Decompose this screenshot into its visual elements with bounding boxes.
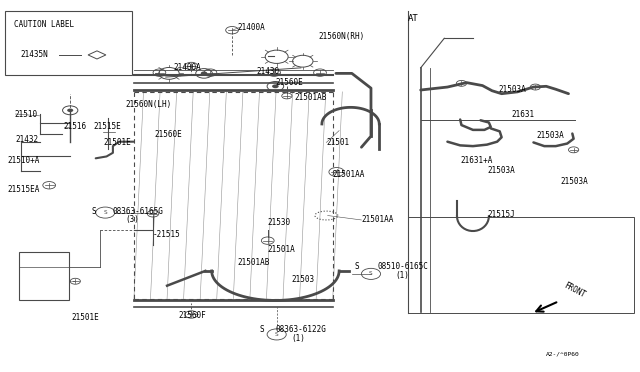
Text: 21631: 21631 [511,109,534,119]
Text: 21501AB: 21501AB [237,258,269,267]
Text: 21503A: 21503A [561,177,589,186]
Polygon shape [88,51,106,59]
Text: 21530: 21530 [268,218,291,227]
Text: 21560E: 21560E [275,78,303,87]
Text: 21501E: 21501E [72,312,99,321]
Text: 21503A: 21503A [537,131,564,140]
Text: 21400A: 21400A [173,63,201,72]
Text: S: S [91,206,96,216]
Bar [19,253,69,301]
Text: 21503: 21503 [291,275,314,283]
Text: 08510-6165C: 08510-6165C [378,262,428,271]
Text: S: S [104,210,107,215]
Circle shape [201,71,207,75]
Text: 21400A: 21400A [237,23,265,32]
Text: (3): (3) [125,215,140,224]
Text: 21510+A: 21510+A [8,156,40,166]
Text: 21501E: 21501E [103,138,131,147]
Text: 21516: 21516 [64,122,87,131]
Text: 08363-6122G: 08363-6122G [275,325,326,334]
Text: FRONT: FRONT [562,280,587,299]
Circle shape [272,84,278,88]
Text: S: S [369,272,373,276]
Text: S: S [259,325,264,334]
Text: 21560F: 21560F [179,311,206,320]
Text: -21515: -21515 [153,230,180,239]
Text: 21631+A: 21631+A [460,156,493,166]
Text: 21430: 21430 [256,67,280,76]
Text: AT: AT [408,14,419,23]
Text: 21435N: 21435N [20,51,48,60]
Text: S: S [275,332,278,337]
Text: A2-/^0P60: A2-/^0P60 [546,352,580,357]
Text: 21501A: 21501A [268,245,296,254]
Text: 21515EA: 21515EA [8,185,40,194]
Text: 21501: 21501 [326,138,349,147]
Text: 21510: 21510 [14,109,37,119]
Text: (1): (1) [291,334,305,343]
Text: 21560N(LH): 21560N(LH) [125,100,172,109]
Text: 21432: 21432 [15,135,38,144]
Text: (1): (1) [395,271,409,280]
Bar [134,92,333,299]
Text: 08363-6165G: 08363-6165G [113,206,164,216]
Text: 21503A: 21503A [499,85,526,94]
Text: 21501AB: 21501AB [294,93,327,102]
Circle shape [67,109,73,112]
Text: 21503A: 21503A [487,166,515,175]
Text: 21501AA: 21501AA [362,215,394,224]
Text: 21501AA: 21501AA [333,170,365,179]
Text: 21515E: 21515E [94,122,122,131]
Bar [4,11,132,75]
Text: 21560N(RH): 21560N(RH) [319,32,365,41]
Text: S: S [355,262,360,271]
Bar [408,217,634,313]
Text: 21560E: 21560E [154,130,182,139]
Text: 21515J: 21515J [487,210,515,219]
Text: CAUTION LABEL: CAUTION LABEL [14,20,74,29]
